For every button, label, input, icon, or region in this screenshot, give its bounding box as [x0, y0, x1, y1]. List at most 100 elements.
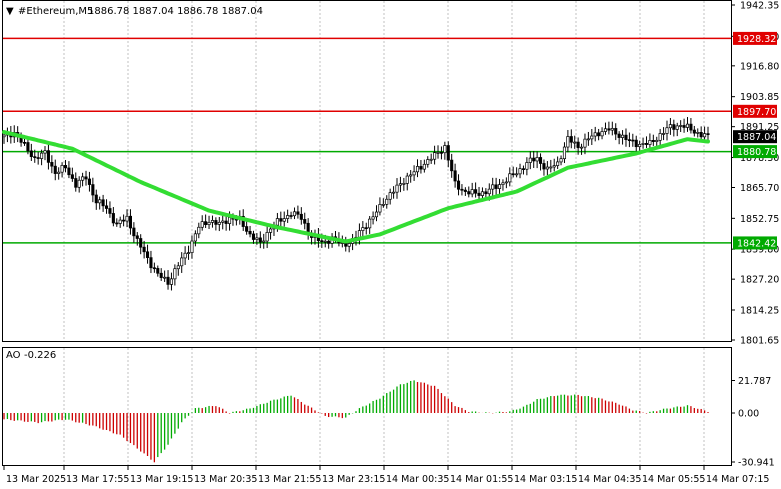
price-tick-label: 1916.80: [740, 61, 779, 72]
candle-body: [600, 131, 604, 137]
candle-body: [409, 174, 413, 177]
time-axis: 13 Mar 2025 13 Mar 17:55 13 Mar 19:15 13 Ma…: [3, 465, 769, 485]
candle-body: [556, 161, 560, 166]
candle-body: [426, 159, 430, 165]
candle-body: [36, 157, 40, 159]
candle-body: [535, 157, 539, 162]
ao-value: -0.226: [24, 350, 56, 361]
candle-body: [173, 268, 177, 280]
time-tick-label: 14 Mar 05:55: [642, 474, 705, 485]
candle-body: [484, 191, 488, 195]
candle-body: [583, 138, 587, 148]
candle-body: [477, 192, 481, 196]
candle-body: [456, 180, 461, 190]
candle-body: [81, 176, 85, 181]
candle-body: [142, 246, 146, 253]
candle-body: [50, 162, 54, 167]
candle-body: [190, 240, 194, 253]
candle-body: [463, 189, 467, 192]
candle-body: [139, 238, 143, 248]
price-tick-label: 1891.25: [740, 122, 779, 133]
candle-body: [347, 243, 351, 247]
candle-body: [685, 123, 690, 128]
candle-body: [494, 184, 498, 189]
candle-body: [515, 173, 519, 176]
time-tick-label: 13 Mar 21:55: [258, 474, 321, 485]
candle-body: [77, 179, 81, 188]
candle-body: [108, 208, 112, 214]
candle-body: [286, 215, 290, 219]
candle-body: [467, 191, 471, 195]
candle-body: [118, 219, 122, 224]
candle-body: [60, 165, 64, 173]
time-tick-label: 14 Mar 04:35: [578, 474, 641, 485]
candle-body: [696, 132, 700, 134]
candle-body: [624, 134, 628, 140]
price-levels: [3, 37, 731, 244]
candle-body: [128, 215, 132, 229]
candle-body: [282, 218, 286, 222]
ao-label: AO: [6, 350, 21, 361]
candle-body: [453, 170, 457, 182]
candle-body: [528, 157, 532, 163]
candle-body: [269, 228, 273, 233]
candle-body: [204, 221, 208, 225]
candle-body: [381, 203, 385, 206]
candle-body: [101, 199, 105, 207]
candle-body: [675, 125, 679, 130]
candle-body: [610, 128, 614, 131]
candle-body: [638, 143, 642, 148]
candle-body: [460, 188, 464, 191]
candle-body: [33, 156, 37, 158]
candle-body: [63, 165, 68, 169]
candle-body: [672, 124, 676, 130]
chart-dropdown-marker[interactable]: ▼: [6, 6, 14, 17]
candle-body: [658, 133, 662, 141]
price-tags: 1928.32 1897.70 1880.78 1842.42 1887.04: [733, 31, 777, 250]
candle-body: [262, 240, 266, 243]
candle-body: [682, 125, 686, 128]
price-pane[interactable]: [2, 0, 732, 342]
candle-body: [87, 178, 91, 185]
candle-body: [207, 222, 211, 225]
candle-body: [217, 221, 221, 225]
candle-body: [176, 265, 180, 270]
level-value: 1928.32: [737, 34, 776, 45]
candle-body: [614, 128, 618, 135]
price-tick-label: 1942.35: [740, 1, 779, 12]
candle-body: [706, 133, 710, 135]
candle-body: [419, 166, 423, 170]
candle-body: [603, 128, 608, 132]
candle-body: [221, 220, 225, 223]
time-tick-label: 13 Mar 23:15: [322, 474, 385, 485]
candle-body: [183, 252, 187, 259]
candle-body: [43, 150, 47, 154]
candle-body: [152, 267, 156, 270]
candle-body: [70, 174, 74, 179]
candle-body: [57, 171, 61, 174]
candle-body: [480, 191, 484, 196]
candle-body: [545, 166, 549, 170]
candle-body: [135, 235, 139, 239]
candle-body: [569, 136, 573, 143]
candle-body: [692, 129, 696, 134]
candle-body: [166, 276, 170, 285]
candle-body: [364, 227, 368, 229]
candle-body: [439, 151, 443, 154]
candle-body: [542, 163, 546, 170]
candle-body: [573, 141, 577, 144]
ao-pane[interactable]: [2, 347, 732, 466]
candle-body: [689, 123, 693, 131]
candle-body: [590, 135, 594, 140]
candle-body: [98, 199, 102, 204]
price-tick-label: 1839.80: [740, 245, 779, 256]
candle-body: [508, 173, 512, 183]
candle-body: [487, 188, 491, 195]
moving-average-line: [2, 130, 710, 244]
candle-body: [53, 165, 57, 174]
candle-body: [210, 220, 215, 223]
candle-body: [26, 142, 30, 152]
candle-body: [186, 252, 191, 254]
candle-body: [597, 132, 601, 137]
